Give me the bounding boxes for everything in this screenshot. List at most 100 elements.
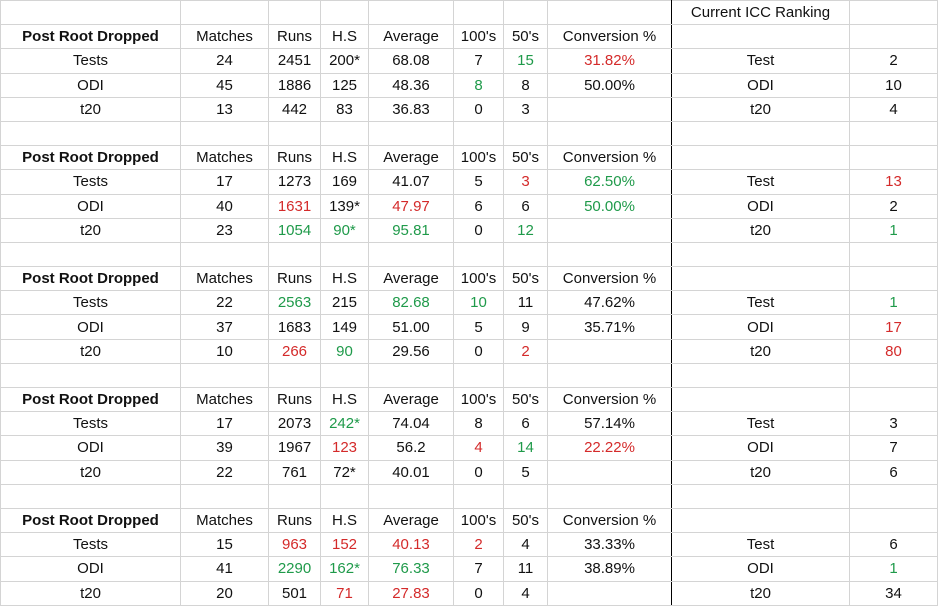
- empty-cell[interactable]: [180, 120, 269, 147]
- fifties-cell[interactable]: 12: [503, 218, 548, 243]
- average-cell[interactable]: 82.68: [368, 290, 454, 316]
- high-score-cell[interactable]: 90*: [320, 218, 369, 243]
- conversion-cell[interactable]: [547, 218, 672, 243]
- fifties-cell[interactable]: 14: [503, 435, 548, 461]
- rank-format-cell[interactable]: ODI: [671, 556, 850, 582]
- conversion-cell[interactable]: 22.22%: [547, 435, 672, 461]
- conversion-cell[interactable]: 57.14%: [547, 411, 672, 437]
- rank-format-cell[interactable]: Test: [671, 290, 850, 316]
- hundreds-cell[interactable]: 10: [453, 290, 504, 316]
- rank-cell[interactable]: 2: [849, 194, 938, 219]
- rank-cell[interactable]: 6: [849, 532, 938, 558]
- conversion-cell[interactable]: 33.33%: [547, 532, 672, 558]
- average-cell[interactable]: 29.56: [368, 339, 454, 364]
- empty-cell[interactable]: [320, 362, 369, 389]
- column-header[interactable]: 50's: [503, 145, 548, 171]
- conversion-cell[interactable]: 38.89%: [547, 556, 672, 582]
- empty-cell[interactable]: [0, 120, 181, 147]
- empty-cell[interactable]: [547, 120, 672, 147]
- empty-cell[interactable]: [180, 0, 269, 26]
- empty-cell[interactable]: [671, 387, 850, 413]
- fifties-cell[interactable]: 15: [503, 48, 548, 74]
- conversion-cell[interactable]: [547, 97, 672, 122]
- matches-cell[interactable]: 17: [180, 411, 269, 437]
- conversion-cell[interactable]: 31.82%: [547, 48, 672, 74]
- empty-cell[interactable]: [503, 483, 548, 509]
- empty-cell[interactable]: [503, 0, 548, 26]
- empty-cell[interactable]: [671, 145, 850, 171]
- rank-cell[interactable]: 6: [849, 460, 938, 485]
- empty-cell[interactable]: [849, 508, 938, 534]
- runs-cell[interactable]: 2563: [268, 290, 321, 316]
- conversion-cell[interactable]: 50.00%: [547, 73, 672, 98]
- empty-cell[interactable]: [671, 121, 850, 147]
- column-header[interactable]: Matches: [180, 266, 269, 292]
- runs-cell[interactable]: 501: [268, 581, 321, 606]
- format-cell[interactable]: ODI: [0, 435, 181, 461]
- hundreds-cell[interactable]: 7: [453, 48, 504, 74]
- empty-cell[interactable]: [671, 242, 850, 268]
- hundreds-cell[interactable]: 0: [453, 218, 504, 243]
- column-header[interactable]: Average: [368, 387, 454, 413]
- fifties-cell[interactable]: 2: [503, 339, 548, 364]
- empty-cell[interactable]: [320, 0, 369, 26]
- empty-cell[interactable]: [268, 483, 321, 509]
- matches-cell[interactable]: 45: [180, 73, 269, 98]
- empty-cell[interactable]: [368, 120, 454, 147]
- average-cell[interactable]: 74.04: [368, 411, 454, 437]
- rank-format-cell[interactable]: t20: [671, 97, 850, 122]
- format-cell[interactable]: ODI: [0, 73, 181, 98]
- high-score-cell[interactable]: 215: [320, 290, 369, 316]
- hundreds-cell[interactable]: 5: [453, 314, 504, 340]
- runs-cell[interactable]: 761: [268, 460, 321, 485]
- fifties-cell[interactable]: 8: [503, 73, 548, 98]
- fifties-cell[interactable]: 11: [503, 290, 548, 316]
- empty-cell[interactable]: [547, 241, 672, 268]
- column-header[interactable]: H.S: [320, 508, 369, 534]
- empty-cell[interactable]: [453, 483, 504, 509]
- matches-cell[interactable]: 24: [180, 48, 269, 74]
- high-score-cell[interactable]: 242*: [320, 411, 369, 437]
- empty-cell[interactable]: [0, 362, 181, 389]
- empty-cell[interactable]: [268, 120, 321, 147]
- runs-cell[interactable]: 2451: [268, 48, 321, 74]
- column-header[interactable]: Runs: [268, 266, 321, 292]
- matches-cell[interactable]: 15: [180, 532, 269, 558]
- high-score-cell[interactable]: 162*: [320, 556, 369, 582]
- average-cell[interactable]: 95.81: [368, 218, 454, 243]
- column-header[interactable]: Conversion %: [547, 508, 672, 534]
- fifties-cell[interactable]: 6: [503, 194, 548, 219]
- rank-cell[interactable]: 7: [849, 435, 938, 461]
- runs-cell[interactable]: 2290: [268, 556, 321, 582]
- hundreds-cell[interactable]: 8: [453, 411, 504, 437]
- format-cell[interactable]: t20: [0, 460, 181, 485]
- high-score-cell[interactable]: 90: [320, 339, 369, 364]
- column-header[interactable]: 100's: [453, 145, 504, 171]
- average-cell[interactable]: 51.00: [368, 314, 454, 340]
- rank-cell[interactable]: 2: [849, 48, 938, 74]
- high-score-cell[interactable]: 71: [320, 581, 369, 606]
- rank-format-cell[interactable]: ODI: [671, 194, 850, 219]
- hundreds-cell[interactable]: 7: [453, 556, 504, 582]
- conversion-cell[interactable]: 35.71%: [547, 314, 672, 340]
- high-score-cell[interactable]: 139*: [320, 194, 369, 219]
- column-header[interactable]: Matches: [180, 508, 269, 534]
- column-header[interactable]: Post Root Dropped: [0, 24, 181, 50]
- column-header[interactable]: Runs: [268, 145, 321, 171]
- rank-format-cell[interactable]: Test: [671, 532, 850, 558]
- format-cell[interactable]: ODI: [0, 194, 181, 219]
- empty-cell[interactable]: [180, 483, 269, 509]
- empty-cell[interactable]: [453, 241, 504, 268]
- runs-cell[interactable]: 442: [268, 97, 321, 122]
- format-cell[interactable]: t20: [0, 339, 181, 364]
- empty-cell[interactable]: [547, 483, 672, 509]
- column-header[interactable]: Average: [368, 508, 454, 534]
- matches-cell[interactable]: 22: [180, 290, 269, 316]
- empty-cell[interactable]: [503, 362, 548, 389]
- empty-cell[interactable]: [320, 120, 369, 147]
- format-cell[interactable]: Tests: [0, 532, 181, 558]
- empty-cell[interactable]: [849, 121, 938, 147]
- column-header[interactable]: 50's: [503, 266, 548, 292]
- column-header[interactable]: Matches: [180, 387, 269, 413]
- hundreds-cell[interactable]: 4: [453, 435, 504, 461]
